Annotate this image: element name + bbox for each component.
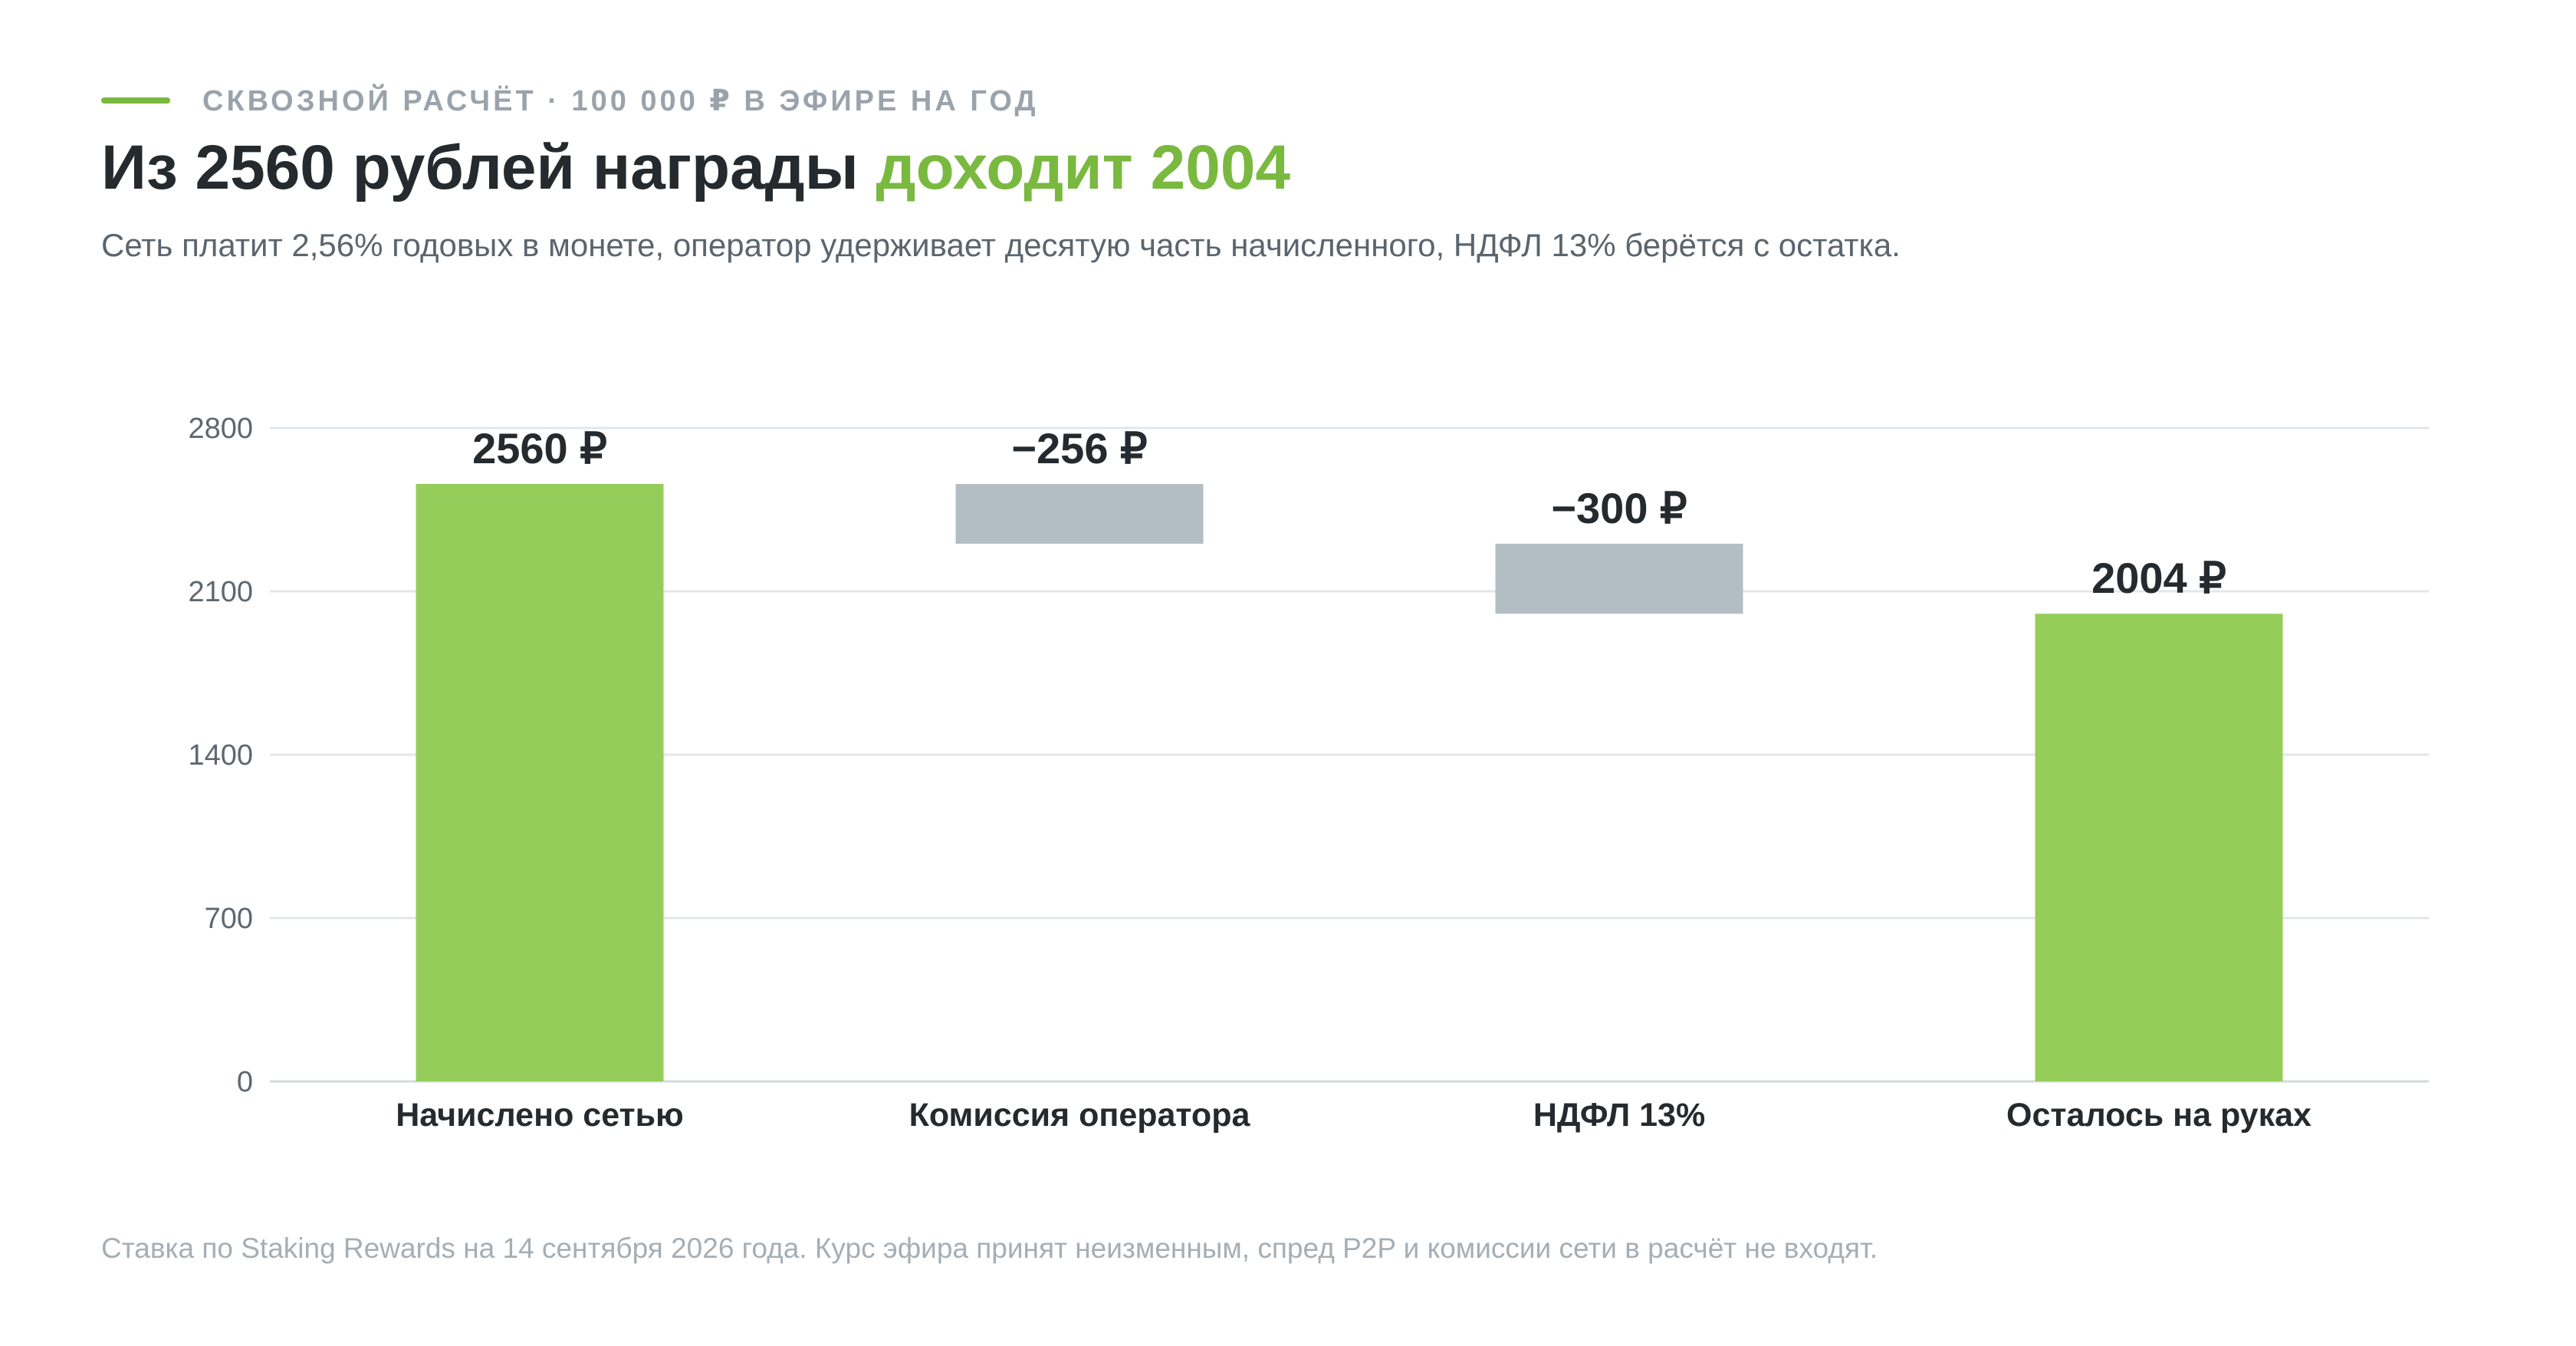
eyebrow-accent-line: [101, 97, 170, 104]
bar: [2035, 614, 2283, 1081]
category-label: Осталось на руках: [2006, 1097, 2312, 1134]
title-main: Из 2560 рублей награды: [101, 133, 876, 202]
eyebrow-text: СКВОЗНОЙ РАСЧЁТ · 100 000 ₽ В ЭФИРЕ НА Г…: [202, 84, 1039, 117]
category-label: Начислено сетью: [396, 1097, 684, 1134]
data-label: −256 ₽: [1011, 424, 1147, 472]
y-tick-label: 2100: [188, 576, 253, 608]
category-label: Комиссия оператора: [909, 1097, 1251, 1134]
bar: [416, 484, 664, 1081]
page-title: Из 2560 рублей награды доходит 2004: [101, 132, 1290, 204]
footnote: Ставка по Staking Rewards на 14 сентября…: [101, 1232, 1878, 1264]
y-tick-label: 0: [237, 1066, 253, 1098]
data-label: 2004 ₽: [2091, 554, 2226, 602]
subtitle: Сеть платит 2,56% годовых в монете, опер…: [101, 227, 1901, 263]
y-tick-label: 2800: [188, 413, 253, 445]
bar: [955, 484, 1204, 544]
bar: [1495, 543, 1743, 614]
data-label: 2560 ₽: [472, 424, 607, 472]
eyebrow: СКВОЗНОЙ РАСЧЁТ · 100 000 ₽ В ЭФИРЕ НА Г…: [101, 81, 1039, 120]
y-tick-label: 1400: [188, 739, 253, 772]
data-label: −300 ₽: [1551, 484, 1687, 532]
category-label: НДФЛ 13%: [1533, 1097, 1705, 1134]
y-tick-label: 700: [205, 903, 253, 935]
title-accent: доходит 2004: [876, 133, 1291, 202]
